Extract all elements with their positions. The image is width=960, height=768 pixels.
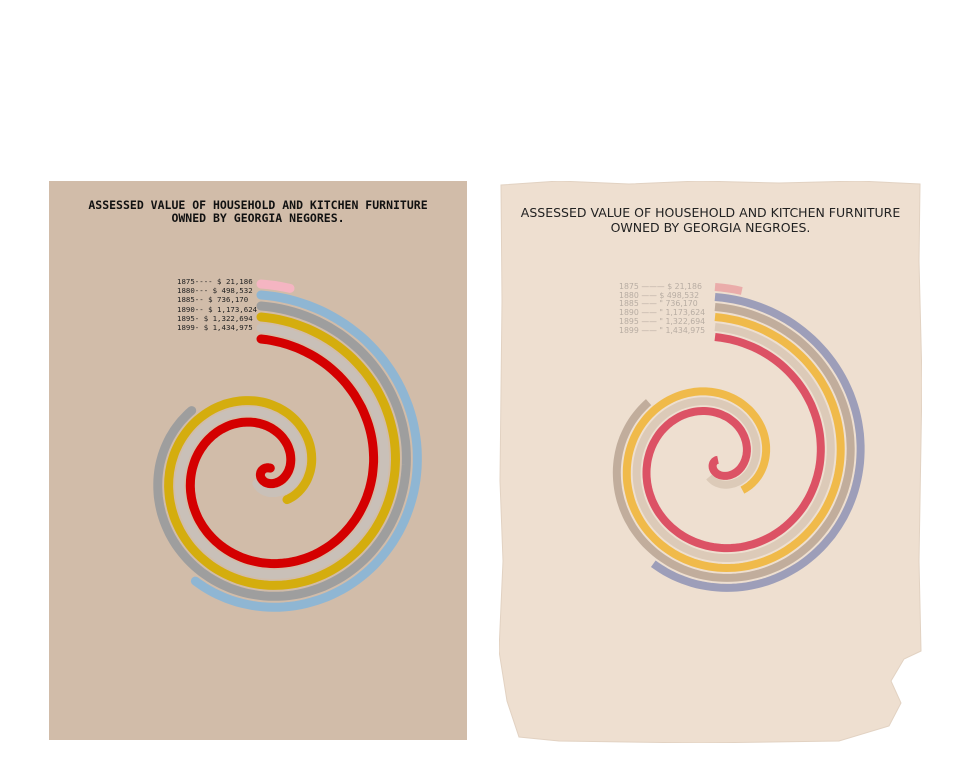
spiral-bar-1890 [622,313,845,573]
spiral-bar-1895 [174,323,389,580]
legend-entry-1885: 1885 —— " 736,170 [619,299,698,309]
legend: 1875---- $ 21,186 1880--- $ 498,532 1885… [177,277,257,332]
legend-entry-1895: 1895 —— " 1,322,694 [619,316,706,326]
legend-entry-1880: 1880 —— $ 498,532 [619,290,700,300]
right-photo-panel: ASSESSED VALUE OF HOUSEHOLD AND KITCHEN … [499,181,922,743]
spiral-bar-1890 [164,312,401,590]
spiral-bar-1880 [190,290,422,612]
chart-title: ASSESSED VALUE OF HOUSEHOLD AND KITCHEN … [520,205,901,235]
legend-entry-1895: 1895- $ 1,322,694 [177,313,253,323]
chart-title: ASSESSED VALUE OF HOUSEHOLD AND KITCHEN … [88,198,428,225]
spiral-bar-1895 [632,323,835,562]
legend-entry-1880: 1880--- $ 498,532 [177,286,253,296]
spiral-bar-1880 [650,293,865,592]
spiral-bar-1899 [185,334,379,569]
spiral-bar-1875 [714,283,743,295]
spiral-bar-1899 [642,333,825,553]
spiral-bar-1885 [153,301,411,601]
spiral-bar-1885 [612,303,855,582]
legend-entry-1890: 1890-- $ 1,173,624 [177,304,258,314]
legend-entry-1885: 1885-- $ 736,170 [177,295,249,305]
legend-entry-1890: 1890 —— " 1,173,624 [619,308,706,318]
left-chart-panel: ASSESSED VALUE OF HOUSEHOLD AND KITCHEN … [49,181,467,740]
legend-entry-1899: 1899- $ 1,434,975 [177,323,253,333]
spiral-chart [612,283,865,592]
spiral-bar-1875 [256,279,295,293]
spiral-chart [153,279,422,612]
legend: 1875 ——— $ 21,186 1880 —— $ 498,532 1885… [619,282,706,335]
legend-entry-1875: 1875 ——— $ 21,186 [619,282,702,291]
legend-entry-1875: 1875---- $ 21,186 [177,277,253,286]
legend-entry-1899: 1899 —— " 1,434,975 [619,325,706,335]
